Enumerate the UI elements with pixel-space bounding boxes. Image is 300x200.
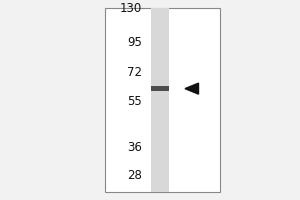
Text: 28: 28	[127, 169, 142, 182]
Bar	[105, 8, 220, 192]
Text: 55: 55	[127, 95, 142, 108]
Bar	[151, 86, 169, 91]
Bar	[151, 8, 169, 192]
Polygon shape	[185, 83, 199, 94]
Text: 95: 95	[127, 36, 142, 49]
Text: 72: 72	[127, 66, 142, 79]
Text: 130: 130	[120, 1, 142, 15]
Text: 36: 36	[127, 141, 142, 154]
